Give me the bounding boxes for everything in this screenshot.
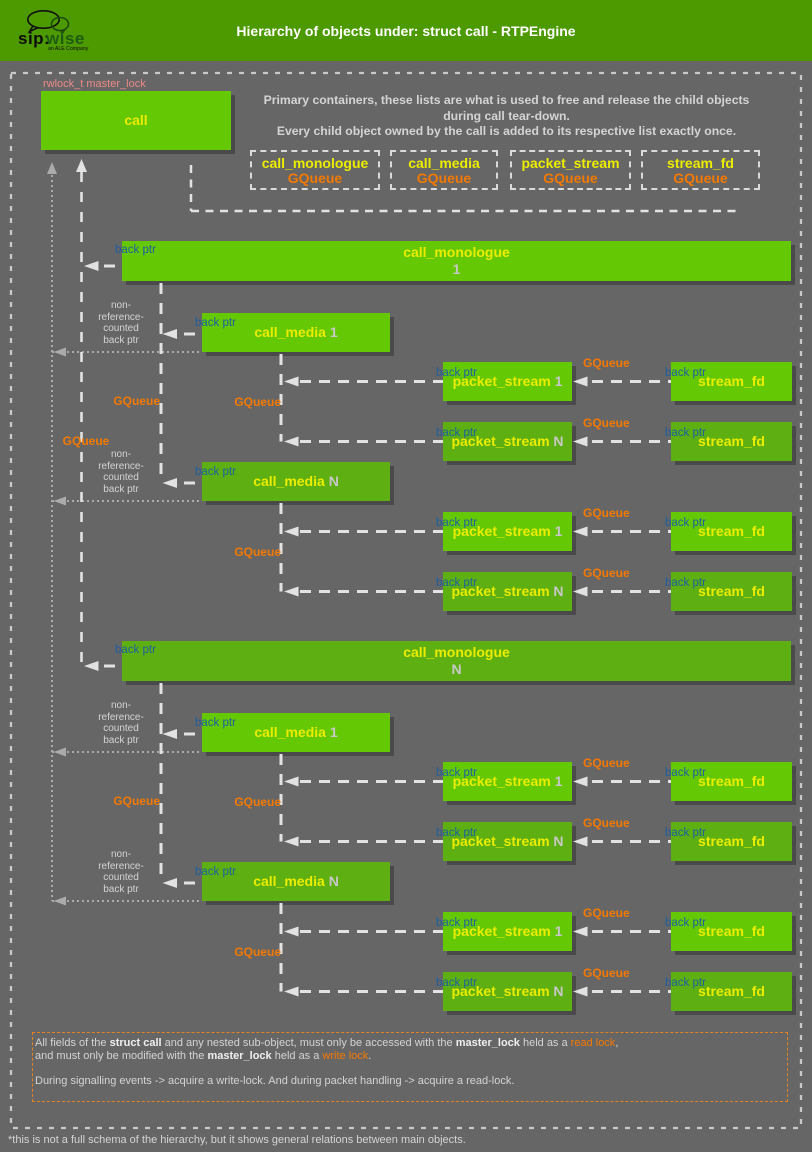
svg-text:sip:: sip: <box>18 29 50 48</box>
svg-text:an ALE Company: an ALE Company <box>48 46 89 52</box>
svg-text:wise: wise <box>45 29 85 48</box>
